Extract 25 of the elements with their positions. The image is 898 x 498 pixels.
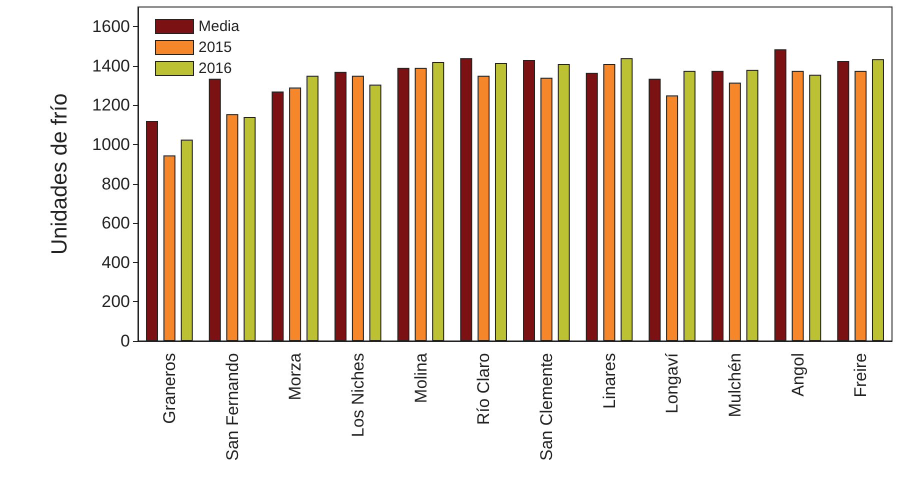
x-tick-label: Río Claro (474, 353, 494, 425)
x-tick-label: Molina (411, 352, 430, 404)
legend-label: 2016 (198, 60, 232, 77)
x-tick-label: Angol (788, 353, 808, 396)
y-axis-title: Unidades de frío (46, 93, 72, 255)
x-tick-label: Morza (286, 352, 305, 400)
x-tick-label: Longaví (662, 352, 682, 414)
y-tick-label: 0 (120, 332, 130, 350)
y-tick-label: 1600 (92, 17, 130, 36)
x-tick-label: Freire (851, 353, 870, 398)
legend-label: Media (198, 18, 240, 35)
x-tick-label: Linares (600, 353, 619, 409)
legend-label: 2015 (198, 39, 232, 56)
x-tick-label: Los Niches (348, 353, 368, 438)
y-tick-label: 800 (102, 174, 130, 194)
x-tick-label: Mulchén (725, 353, 744, 418)
y-tick-label: 1000 (92, 135, 130, 154)
y-tick-label: 400 (102, 252, 130, 272)
y-tick-label: 600 (102, 214, 130, 233)
y-tick-label: 1200 (92, 96, 130, 115)
y-tick-label: 200 (102, 292, 130, 312)
x-tick-label: San Fernando (222, 353, 242, 461)
x-tick-label: San Clemente (536, 353, 556, 461)
x-tick-label: Graneros (160, 353, 179, 424)
y-tick-label: 1400 (92, 56, 130, 76)
